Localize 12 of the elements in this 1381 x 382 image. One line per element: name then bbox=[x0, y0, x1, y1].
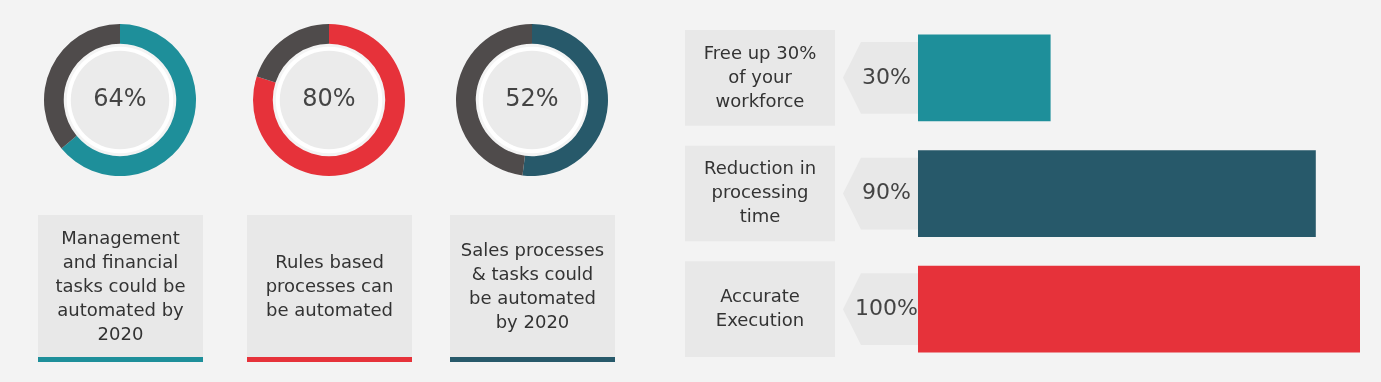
text: Management and financial tasks could be automated by 2020 bbox=[38, 215, 203, 362]
data-label: 100% bbox=[855, 294, 918, 320]
text: Sales processes & tasks could be automated by 2020 bbox=[450, 215, 615, 362]
data-label: 52% bbox=[505, 84, 559, 113]
y-tick-label: Reduction in processing time bbox=[703, 157, 817, 227]
data-label: 30% bbox=[862, 63, 911, 89]
data-label: 80% bbox=[302, 84, 356, 113]
data-label: 90% bbox=[862, 179, 911, 205]
data-label: 64% bbox=[93, 84, 147, 113]
y-tick-label: Free up 30% of your workforce bbox=[703, 41, 817, 111]
y-tick-label: Accurate Execution bbox=[715, 284, 805, 330]
text: Rules based processes can be automated bbox=[247, 215, 412, 362]
